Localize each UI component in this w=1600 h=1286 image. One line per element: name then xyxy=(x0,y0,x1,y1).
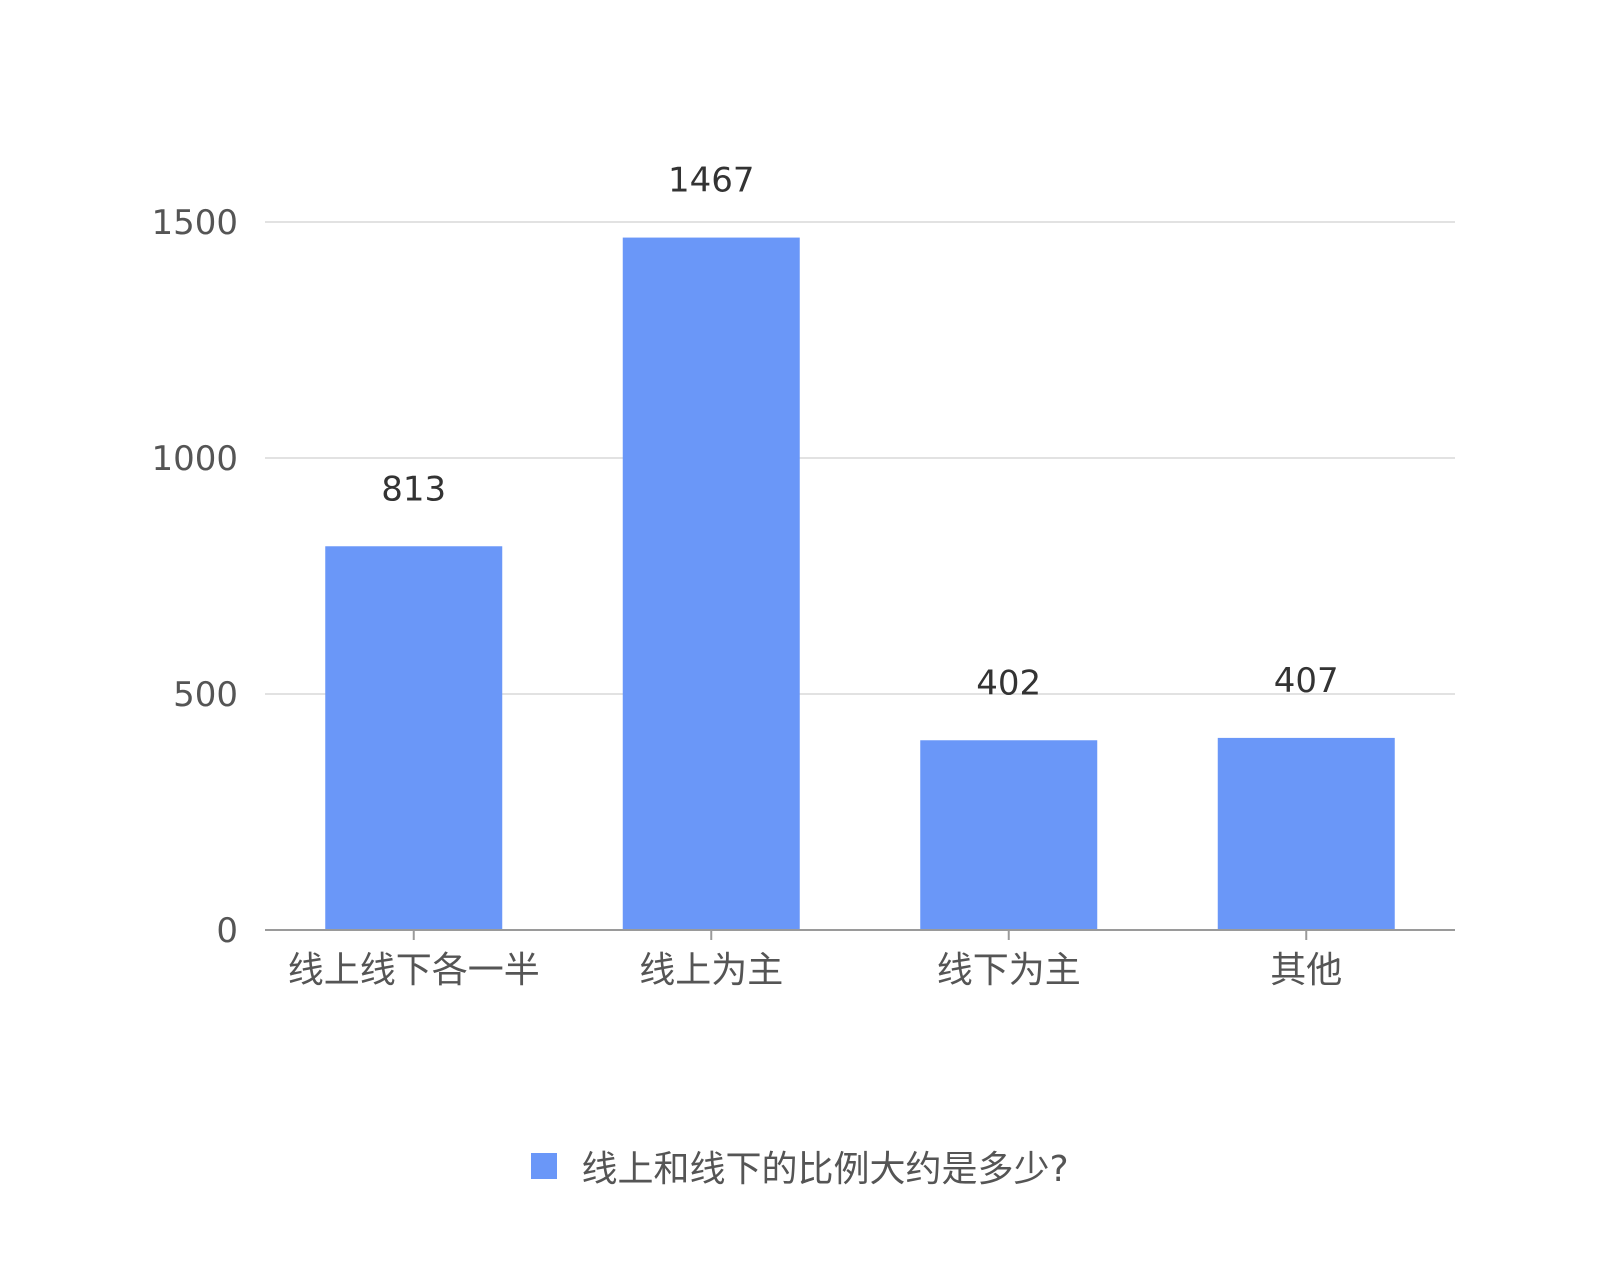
bar xyxy=(622,237,800,931)
bar xyxy=(325,546,503,930)
data-label: 402 xyxy=(976,663,1041,703)
x-tick-label: 其他 xyxy=(1270,950,1342,991)
bars xyxy=(325,237,1395,931)
data-label: 1467 xyxy=(668,161,755,201)
data-label: 407 xyxy=(1274,661,1339,701)
labels: 0 500 1000 1500 813 线上线下各一半 1467 线上为主 402 线下为主 407… xyxy=(151,161,1342,991)
y-tick-label: 0 xyxy=(216,911,238,951)
bar xyxy=(1217,737,1395,930)
y-tick-label: 1500 xyxy=(151,203,238,243)
y-tick-label: 500 xyxy=(173,675,238,715)
x-tick-label: 线上线下各一半 xyxy=(288,950,540,991)
x-tick-label: 线下为主 xyxy=(937,950,1081,991)
axes xyxy=(265,929,1455,940)
legend: 线上和线下的比例大约是多少? xyxy=(0,1140,1600,1192)
x-tick-label: 线上为主 xyxy=(639,950,783,991)
legend-swatch xyxy=(531,1153,558,1179)
bar xyxy=(920,740,1098,930)
data-label: 813 xyxy=(381,469,446,509)
legend-label: 线上和线下的比例大约是多少? xyxy=(581,1149,1069,1190)
y-tick-label: 1000 xyxy=(151,439,238,479)
